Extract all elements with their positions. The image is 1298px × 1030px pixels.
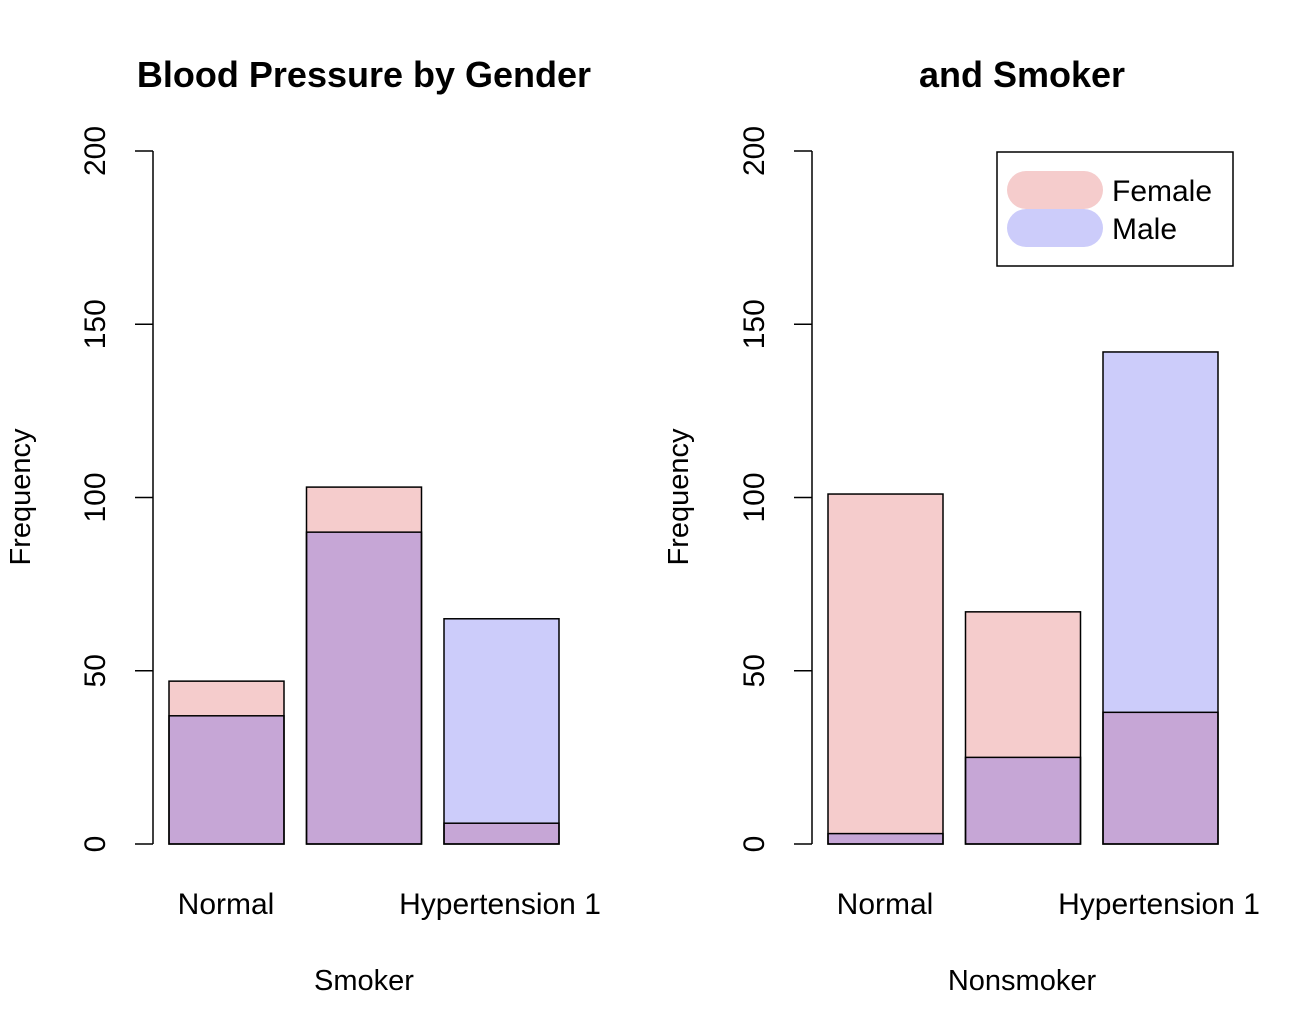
bar-overlap — [828, 833, 943, 844]
bar-male-outline — [443, 618, 560, 845]
bar-overlap — [965, 757, 1081, 844]
bar-overlap — [169, 715, 284, 844]
y-tick-label: 50 — [79, 654, 112, 687]
x-axis-label: Smoker — [314, 965, 414, 997]
x-category-label: Hypertension 1 — [399, 888, 601, 921]
y-tick-label: 50 — [738, 654, 771, 687]
bar-female — [306, 487, 422, 533]
chart-title: Blood Pressure by Gender — [137, 54, 591, 95]
bar-overlap — [444, 823, 559, 844]
bar-female — [965, 611, 1081, 758]
y-tick-label: 150 — [79, 299, 112, 349]
legend-label-male: Male — [1112, 213, 1177, 246]
bar-male-outline — [964, 756, 1082, 845]
bar-overlap — [1103, 712, 1218, 844]
bar-male — [444, 618, 559, 824]
bar-female — [169, 681, 284, 716]
x-category-label: Normal — [178, 888, 275, 921]
bar-male-outline — [168, 715, 285, 845]
x-category-label: Normal — [837, 888, 934, 921]
y-tick-label: 0 — [738, 836, 771, 853]
y-tick-label: 100 — [738, 472, 771, 522]
y-tick-label: 100 — [79, 472, 112, 522]
bar-male-outline — [827, 832, 944, 845]
y-tick-label: 200 — [79, 126, 112, 176]
x-axis-label: Nonsmoker — [948, 965, 1097, 997]
y-axis-label: Frequency — [5, 428, 37, 566]
x-category-label: Hypertension 1 — [1058, 888, 1260, 921]
legend-label-female: Female — [1112, 175, 1212, 208]
bar-male-outline — [1102, 351, 1219, 845]
bar-male — [1103, 351, 1218, 713]
bar-male-outline — [305, 531, 423, 845]
chart-title: and Smoker — [919, 54, 1125, 95]
y-axis-label: Frequency — [663, 428, 695, 566]
y-tick-label: 0 — [79, 836, 112, 853]
y-tick-label: 200 — [738, 126, 771, 176]
y-tick-label: 150 — [738, 299, 771, 349]
bar-female — [828, 494, 943, 834]
bar-overlap — [306, 532, 422, 844]
